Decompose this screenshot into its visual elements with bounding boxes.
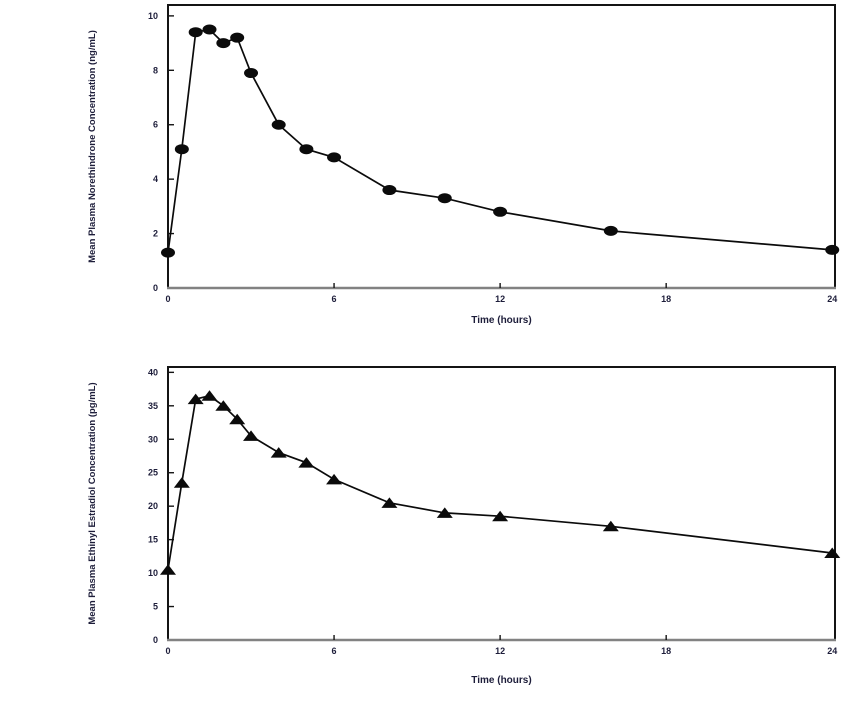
series-line (167, 28, 833, 253)
x-tick-label: 6 (332, 294, 337, 304)
y-tick-label: 15 (148, 535, 158, 545)
data-point-marker (229, 413, 246, 425)
data-point-marker (382, 185, 397, 196)
series-line (167, 394, 833, 570)
data-point-marker (160, 564, 176, 575)
y-tick-label: 0 (153, 635, 158, 645)
data-point-marker (492, 510, 509, 522)
x-tick-label: 0 (165, 646, 170, 656)
data-point-marker (244, 68, 259, 79)
data-point-marker (299, 144, 314, 155)
x-axis-title: Time (hours) (471, 675, 531, 686)
data-point-marker (230, 32, 245, 43)
y-tick-label: 0 (153, 283, 158, 293)
data-point-marker (436, 507, 453, 518)
data-point-marker (201, 390, 218, 401)
data-point-marker (437, 193, 452, 204)
x-tick-label: 18 (661, 646, 671, 656)
data-point-marker (271, 119, 286, 130)
y-tick-label: 40 (148, 367, 158, 377)
y-tick-label: 2 (153, 229, 158, 239)
data-point-marker (825, 244, 840, 255)
x-tick-label: 18 (661, 294, 671, 304)
y-tick-label: 30 (148, 434, 158, 444)
data-point-marker (824, 547, 841, 559)
y-axis-title: Mean Plasma Norethindrone Concentration … (87, 30, 98, 263)
y-tick-label: 25 (148, 468, 158, 478)
y-tick-label: 35 (148, 401, 158, 411)
data-point-marker (381, 497, 398, 508)
data-point-marker (215, 400, 232, 411)
y-tick-label: 6 (153, 120, 158, 130)
y-tick-label: 8 (153, 65, 158, 75)
data-point-marker (270, 447, 287, 458)
data-point-marker (202, 24, 217, 35)
data-point-marker (173, 477, 190, 488)
ethinyl-estradiol-concentration-chart: 0 5 10 15 20 25 30 35 40 0 6 12 18 24 Time (hours) Mean… (0, 353, 856, 703)
ethinyl-estradiol-chart-svg: 0 5 10 15 20 25 30 35 40 0 6 12 18 24 Time (hours) Mean… (87, 366, 841, 686)
x-tick-label: 12 (495, 294, 505, 304)
data-point-marker (187, 393, 204, 405)
data-point-marker (326, 473, 343, 485)
data-point-marker (243, 430, 260, 441)
x-tick-label: 6 (332, 646, 337, 656)
data-point-marker (174, 144, 189, 155)
data-point-marker (298, 457, 315, 468)
x-axis-title: Time (hours) (471, 315, 531, 326)
x-tick-label: 24 (827, 294, 837, 304)
x-tick-label: 12 (495, 646, 505, 656)
norethindrone-concentration-chart: 0 2 4 6 8 10 0 6 12 18 24 Time (hours) Mean Plasma N… (87, 4, 840, 326)
y-tick-label: 4 (153, 174, 158, 184)
y-axis-title: Mean Plasma Ethinyl Estradiol Concentrat… (87, 382, 98, 624)
data-point-marker (188, 27, 203, 38)
data-point-marker (602, 520, 619, 532)
data-point-marker (216, 38, 231, 49)
data-point-marker (493, 206, 508, 217)
data-point-marker (603, 225, 618, 236)
data-point-marker (161, 247, 175, 258)
x-tick-label: 0 (165, 294, 170, 304)
y-tick-label: 10 (148, 11, 158, 21)
x-tick-label: 24 (827, 646, 837, 656)
data-point-marker (327, 152, 342, 163)
y-tick-label: 10 (148, 568, 158, 578)
y-tick-label: 5 (153, 602, 158, 612)
y-tick-label: 20 (148, 501, 158, 511)
